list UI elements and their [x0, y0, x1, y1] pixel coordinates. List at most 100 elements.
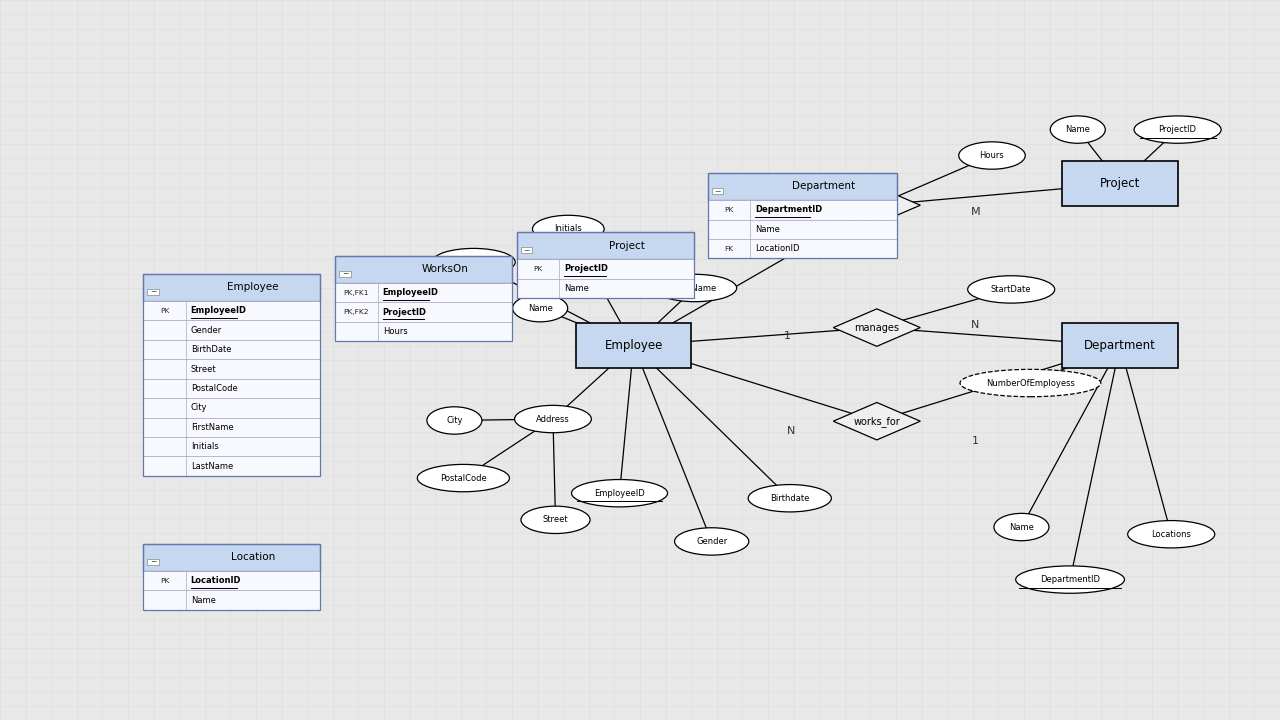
Ellipse shape: [675, 528, 749, 555]
Ellipse shape: [748, 485, 832, 512]
Text: N: N: [787, 210, 795, 220]
Text: EmployeeID: EmployeeID: [191, 306, 247, 315]
FancyBboxPatch shape: [143, 274, 320, 301]
Text: 1: 1: [972, 436, 979, 446]
Text: EmployeeID: EmployeeID: [383, 288, 439, 297]
Ellipse shape: [1134, 116, 1221, 143]
Text: StartDate: StartDate: [991, 285, 1032, 294]
FancyBboxPatch shape: [1062, 323, 1178, 368]
FancyBboxPatch shape: [143, 590, 320, 610]
Text: N: N: [972, 320, 979, 330]
Text: EmployeeID: EmployeeID: [594, 489, 645, 498]
Text: works_on: works_on: [854, 199, 900, 211]
FancyBboxPatch shape: [708, 220, 897, 239]
Text: Employee: Employee: [227, 282, 279, 292]
Text: FirstName: FirstName: [191, 423, 233, 432]
Polygon shape: [833, 309, 920, 346]
Ellipse shape: [1016, 566, 1125, 593]
FancyBboxPatch shape: [143, 320, 320, 340]
FancyBboxPatch shape: [143, 456, 320, 476]
Text: manages: manages: [854, 323, 900, 333]
Ellipse shape: [995, 513, 1050, 541]
Text: −: −: [342, 269, 348, 279]
Polygon shape: [833, 402, 920, 440]
Ellipse shape: [417, 464, 509, 492]
FancyBboxPatch shape: [147, 559, 159, 565]
FancyBboxPatch shape: [335, 322, 512, 341]
Text: LocationID: LocationID: [191, 576, 241, 585]
Ellipse shape: [960, 369, 1101, 397]
FancyBboxPatch shape: [712, 188, 723, 194]
FancyBboxPatch shape: [517, 259, 694, 279]
FancyBboxPatch shape: [143, 398, 320, 418]
FancyBboxPatch shape: [143, 379, 320, 398]
Text: Locations: Locations: [1151, 530, 1192, 539]
Ellipse shape: [428, 407, 481, 434]
Text: works_for: works_for: [854, 415, 900, 427]
Text: Location: Location: [230, 552, 275, 562]
Text: M: M: [970, 207, 980, 217]
Text: Name: Name: [755, 225, 780, 234]
Text: City: City: [191, 403, 207, 413]
FancyBboxPatch shape: [143, 418, 320, 437]
Ellipse shape: [433, 248, 516, 276]
Text: DepartmentID: DepartmentID: [755, 205, 823, 215]
Text: Street: Street: [543, 516, 568, 524]
Text: −: −: [150, 557, 156, 567]
Text: LocationID: LocationID: [755, 244, 800, 253]
Text: ProjectID: ProjectID: [1158, 125, 1197, 134]
Text: PK: PK: [724, 207, 733, 213]
Text: PostalCode: PostalCode: [440, 474, 486, 482]
Text: Initials: Initials: [191, 442, 219, 451]
Text: Address: Address: [536, 415, 570, 423]
Text: BirthDate: BirthDate: [191, 345, 232, 354]
Text: Hours: Hours: [979, 151, 1005, 160]
Text: Name: Name: [564, 284, 589, 293]
FancyBboxPatch shape: [708, 173, 897, 200]
FancyBboxPatch shape: [1062, 161, 1178, 206]
Ellipse shape: [654, 274, 737, 302]
Text: Name: Name: [191, 595, 215, 605]
Text: Birthdate: Birthdate: [771, 494, 809, 503]
Text: Project: Project: [608, 240, 645, 251]
FancyBboxPatch shape: [576, 323, 691, 368]
FancyBboxPatch shape: [335, 256, 512, 283]
Text: −: −: [714, 186, 721, 196]
Text: N: N: [787, 426, 795, 436]
FancyBboxPatch shape: [143, 437, 320, 456]
Ellipse shape: [512, 294, 568, 322]
Text: Name: Name: [527, 304, 553, 312]
Text: PK: PK: [160, 307, 169, 314]
Text: Initials: Initials: [554, 225, 582, 233]
Text: PK,FK1: PK,FK1: [344, 289, 369, 296]
Text: Name: Name: [1065, 125, 1091, 134]
Text: ProjectID: ProjectID: [564, 264, 608, 274]
Text: DepartmentID: DepartmentID: [1041, 575, 1100, 584]
Text: PK,FK2: PK,FK2: [344, 309, 369, 315]
Ellipse shape: [968, 276, 1055, 303]
FancyBboxPatch shape: [143, 544, 320, 571]
Text: City: City: [447, 416, 462, 425]
Polygon shape: [833, 186, 920, 224]
Text: FirstName: FirstName: [452, 258, 495, 266]
Text: PK: PK: [534, 266, 543, 272]
Text: Gender: Gender: [191, 325, 221, 335]
FancyBboxPatch shape: [143, 301, 320, 320]
Text: WorksOn: WorksOn: [421, 264, 468, 274]
Text: Gender: Gender: [696, 537, 727, 546]
Text: Name: Name: [1009, 523, 1034, 531]
FancyBboxPatch shape: [517, 279, 694, 298]
Text: −: −: [524, 246, 530, 255]
FancyBboxPatch shape: [143, 571, 320, 590]
FancyBboxPatch shape: [708, 200, 897, 220]
FancyBboxPatch shape: [143, 340, 320, 359]
FancyBboxPatch shape: [517, 232, 694, 259]
Text: FK: FK: [724, 246, 733, 252]
Ellipse shape: [1050, 116, 1106, 143]
Ellipse shape: [571, 480, 668, 507]
Text: Employee: Employee: [604, 339, 663, 352]
FancyBboxPatch shape: [708, 239, 897, 258]
FancyBboxPatch shape: [335, 283, 512, 302]
Text: NumberOfEmployess: NumberOfEmployess: [986, 379, 1075, 387]
Text: Street: Street: [191, 364, 216, 374]
